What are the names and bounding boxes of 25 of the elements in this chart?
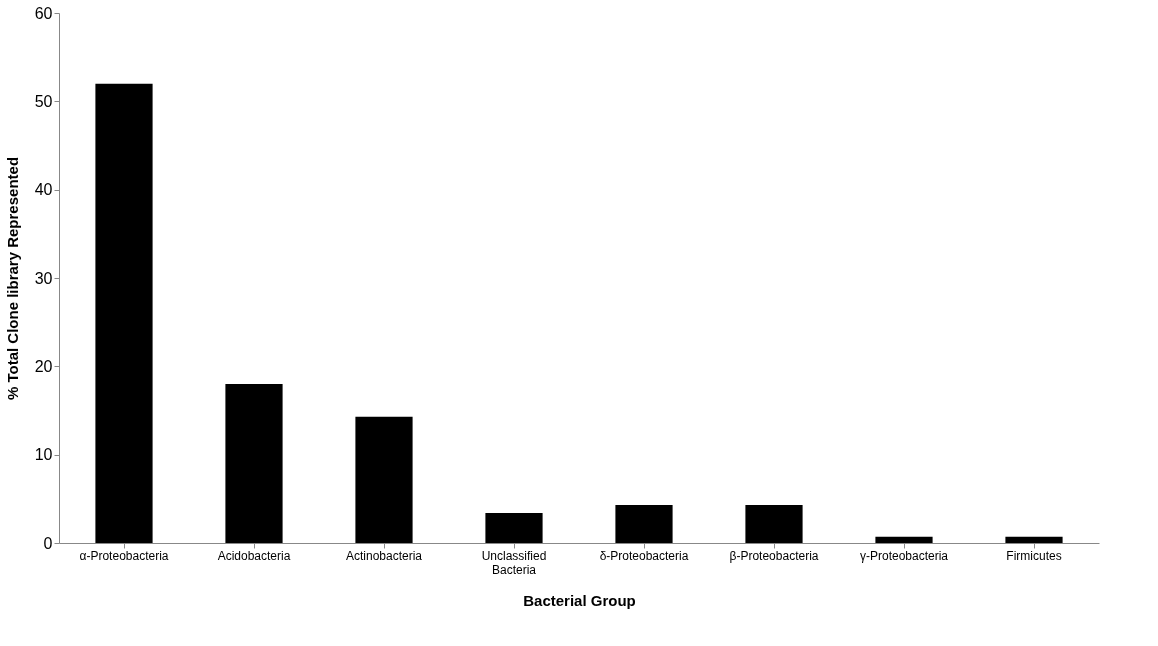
x-tick-label: Firmicutes (1006, 548, 1062, 563)
bar (485, 512, 543, 543)
bar (355, 416, 413, 543)
x-tick-label: γ-Proteobacteria (859, 548, 949, 563)
x-axis-title: Bacterial Group (523, 591, 636, 609)
y-tick-label: 30 (34, 269, 53, 287)
x-tick-label: δ-Proteobacteria (599, 548, 689, 563)
bar (615, 505, 673, 543)
y-tick-label: 50 (34, 92, 53, 110)
y-tick-label: 0 (43, 534, 53, 552)
y-tick-label: 20 (34, 357, 53, 375)
x-tick-label: α-Proteobacteria (79, 548, 169, 563)
bar (745, 505, 803, 543)
x-tick-label: β-Proteobacteria (729, 548, 819, 563)
x-tick-label: Actinobacteria (345, 548, 423, 563)
y-tick-label: 10 (34, 446, 53, 464)
bar (875, 536, 933, 543)
bar (1005, 536, 1063, 543)
x-tick-label: Acidobacteria (217, 548, 291, 563)
y-tick-label: 60 (34, 4, 53, 22)
bar (95, 83, 153, 543)
x-tick-label: Unclassified Bacteria (481, 548, 547, 577)
y-tick-label: 40 (34, 181, 53, 199)
bar (225, 384, 283, 543)
y-axis-title: % Total Clone library Represented (3, 156, 21, 401)
